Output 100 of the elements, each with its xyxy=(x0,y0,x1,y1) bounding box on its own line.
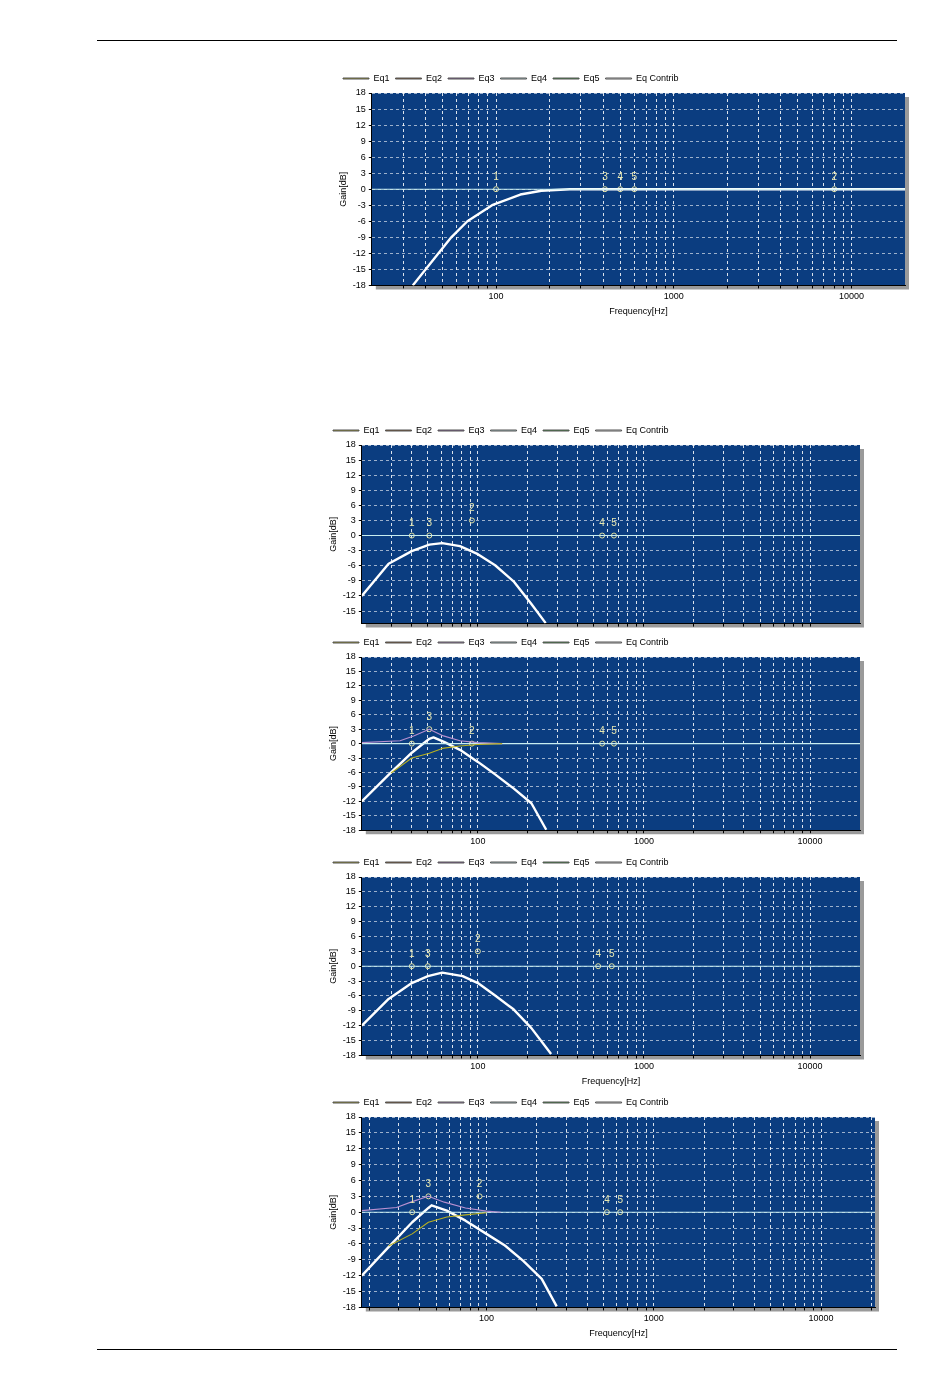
legend-label: Eq4 xyxy=(521,856,538,867)
y-tick-label: -6 xyxy=(347,1238,356,1249)
y-tick-label: -3 xyxy=(347,1222,356,1233)
annotation: 1 xyxy=(409,947,416,959)
y-tick-label: -18 xyxy=(342,824,356,835)
y-tick-label: -15 xyxy=(342,1035,356,1046)
y-tick-label: -15 xyxy=(342,810,356,821)
y-tick-label: 18 xyxy=(345,1111,356,1122)
annotation: 3 xyxy=(426,517,433,529)
annotation: 5 xyxy=(611,725,618,737)
x-axis-title: Frequency[Hz] xyxy=(609,306,668,317)
legend-label: Eq3 xyxy=(468,1096,485,1107)
y-tick-label: -6 xyxy=(347,990,356,1001)
y-tick-label: 3 xyxy=(350,1190,356,1201)
y-tick-label: -6 xyxy=(347,766,356,777)
y-tick-label: 0 xyxy=(360,183,366,194)
legend-label: Eq1 xyxy=(363,424,380,435)
y-tick-label: -15 xyxy=(342,605,356,616)
y-tick-label: 18 xyxy=(345,871,356,882)
annotation: 2 xyxy=(469,725,476,737)
x-tick-label: 100 xyxy=(488,291,504,302)
y-tick-label: 9 xyxy=(350,694,356,705)
y-tick-label: 12 xyxy=(345,1143,356,1154)
x-axis-title: Frequency[Hz] xyxy=(581,1076,641,1087)
y-tick-label: -9 xyxy=(347,1005,356,1016)
legend-label: Eq3 xyxy=(468,636,485,647)
y-tick-label: 12 xyxy=(345,901,356,912)
annotation: 4 xyxy=(604,1193,611,1205)
y-tick-label: -9 xyxy=(357,231,366,242)
y-tick-label: 9 xyxy=(350,484,356,495)
legend-label: Eq3 xyxy=(468,856,485,867)
x-tick-label: 1000 xyxy=(633,836,654,847)
legend-label: Eq5 xyxy=(583,72,600,83)
x-tick-label: 10000 xyxy=(797,836,823,847)
y-tick-label: -6 xyxy=(357,215,366,226)
x-axis-title: Frequency[Hz] xyxy=(589,1328,648,1339)
legend-label: Eq1 xyxy=(373,72,390,83)
y-tick-label: -15 xyxy=(352,263,366,274)
annotation: 2 xyxy=(476,1178,483,1190)
y-tick-label: 9 xyxy=(350,916,356,927)
y-tick-label: 3 xyxy=(350,514,356,525)
legend-label: Eq1 xyxy=(363,1096,380,1107)
x-tick-label: 1000 xyxy=(643,1313,664,1324)
y-tick-label: 6 xyxy=(360,151,366,162)
y-tick-label: 12 xyxy=(345,469,356,480)
legend-label: Eq3 xyxy=(478,72,495,83)
legend-label: Eq5 xyxy=(573,636,590,647)
y-tick-label: -12 xyxy=(342,795,356,806)
x-tick-label: 1000 xyxy=(633,1061,654,1072)
y-tick-label: -3 xyxy=(357,199,366,210)
y-tick-label: -9 xyxy=(347,1254,356,1265)
legend-label: Eq4 xyxy=(521,424,538,435)
legend-label: Eq Contrib xyxy=(626,424,669,435)
x-tick-label: 100 xyxy=(470,836,486,847)
x-tick-label: 100 xyxy=(470,1061,486,1072)
y-axis-title: Gain[dB] xyxy=(327,726,338,762)
y-tick-label: -18 xyxy=(342,1301,356,1312)
y-tick-label: 9 xyxy=(360,135,366,146)
y-tick-label: 15 xyxy=(355,103,366,114)
annotation: 1 xyxy=(409,517,416,529)
x-tick-label: 100 xyxy=(478,1313,494,1324)
annotation: 2 xyxy=(475,933,482,945)
y-tick-label: 6 xyxy=(350,499,356,510)
y-tick-label: 6 xyxy=(350,930,356,941)
annotation: 5 xyxy=(617,1193,624,1205)
annotation: 4 xyxy=(599,517,606,529)
y-tick-label: -9 xyxy=(347,781,356,792)
y-tick-label: 18 xyxy=(345,651,356,662)
y-tick-label: 3 xyxy=(360,167,366,178)
y-tick-label: -15 xyxy=(342,1286,356,1297)
y-tick-label: -6 xyxy=(347,560,356,571)
y-tick-label: 3 xyxy=(350,945,356,956)
y-tick-label: 6 xyxy=(350,709,356,720)
legend-label: Eq Contrib xyxy=(626,856,669,867)
annotation: 1 xyxy=(493,170,500,182)
annotation: 5 xyxy=(631,170,638,182)
y-tick-label: 6 xyxy=(350,1174,356,1185)
y-tick-label: 15 xyxy=(345,1127,356,1138)
legend-label: Eq2 xyxy=(426,72,443,83)
y-tick-label: 15 xyxy=(345,886,356,897)
legend-label: Eq5 xyxy=(573,856,590,867)
y-tick-label: -12 xyxy=(342,1270,356,1281)
y-tick-label: 18 xyxy=(355,87,366,98)
y-tick-label: 0 xyxy=(350,1206,356,1217)
legend-label: Eq1 xyxy=(363,636,380,647)
y-tick-label: -12 xyxy=(352,247,366,258)
x-tick-label: 10000 xyxy=(797,1061,823,1072)
y-tick-label: -12 xyxy=(342,590,356,601)
legend-label: Eq Contrib xyxy=(626,1096,669,1107)
legend-label: Eq Contrib xyxy=(636,72,679,83)
annotation: 3 xyxy=(602,170,609,182)
annotation: 3 xyxy=(425,1178,432,1190)
legend-label: Eq1 xyxy=(363,856,380,867)
x-tick-label: 1000 xyxy=(663,291,684,302)
y-tick-label: 9 xyxy=(350,1159,356,1170)
y-tick-label: 0 xyxy=(350,738,356,749)
legend-label: Eq3 xyxy=(468,424,485,435)
annotation: 5 xyxy=(611,517,618,529)
legend-label: Eq4 xyxy=(531,72,548,83)
y-tick-label: 3 xyxy=(350,723,356,734)
